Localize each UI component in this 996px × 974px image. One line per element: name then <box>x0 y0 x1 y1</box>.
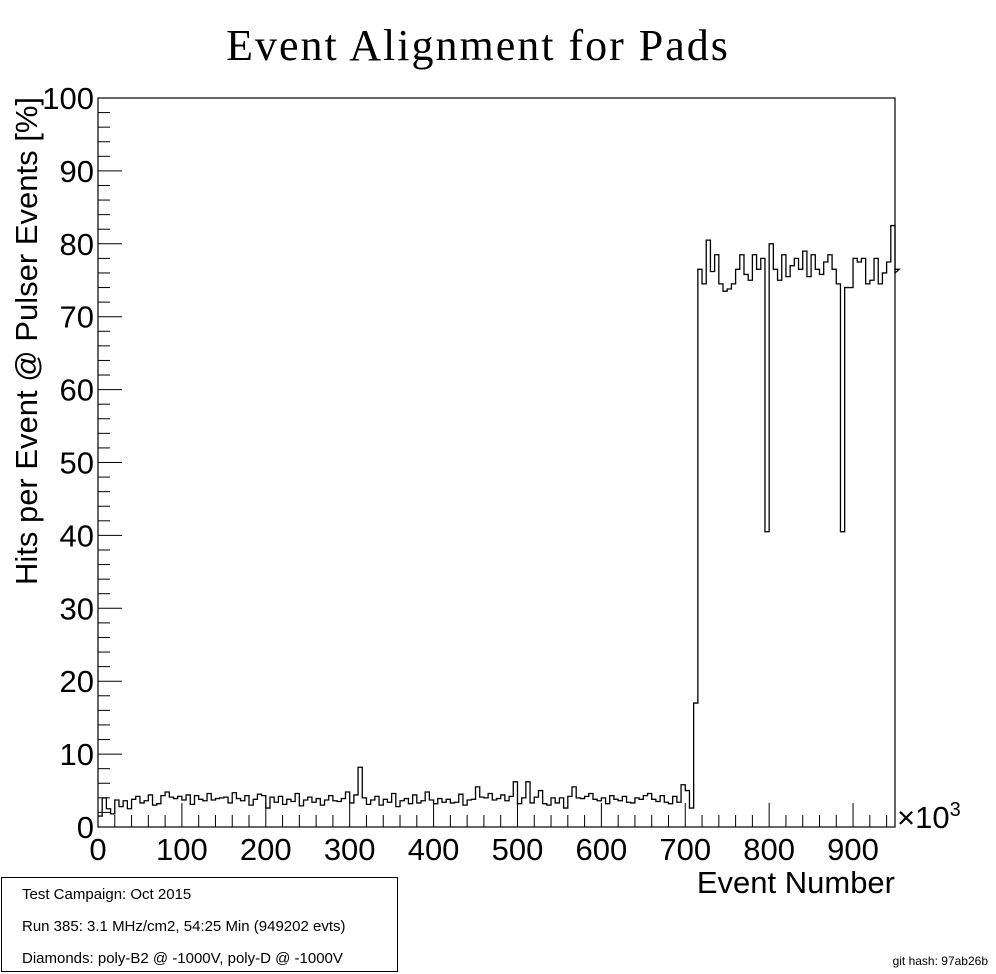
y-tick-label: 100 <box>42 81 94 116</box>
x-axis-title: Event Number <box>697 865 895 900</box>
y-tick-label: 50 <box>60 446 94 481</box>
y-tick-label: 80 <box>60 227 94 262</box>
histogram-line <box>98 224 901 817</box>
x-tick-label: 700 <box>659 832 711 867</box>
y-tick-label: 40 <box>60 518 94 553</box>
x-tick-label: 600 <box>576 832 628 867</box>
chart-title: Event Alignment for Pads <box>226 21 730 70</box>
x-tick-label: 800 <box>743 832 795 867</box>
x-tick-label: 200 <box>240 832 292 867</box>
info-campaign: Test Campaign: Oct 2015 <box>22 886 192 903</box>
x-tick-label: 0 <box>89 832 106 867</box>
x-exponent-base: ×10 <box>897 800 950 835</box>
run-info-box: Test Campaign: Oct 2015 Run 385: 3.1 MHz… <box>1 877 398 972</box>
y-tick-label: 30 <box>60 591 94 626</box>
axis-ticks <box>97 97 888 828</box>
x-axis-exponent: ×103 <box>897 799 961 835</box>
x-tick-label: 500 <box>492 832 544 867</box>
y-tick-label: 20 <box>60 664 94 699</box>
git-hash: git hash: 97ab26b <box>892 954 988 968</box>
x-tick-label: 300 <box>324 832 376 867</box>
y-tick-label: 70 <box>60 300 94 335</box>
plot-frame <box>97 97 896 828</box>
x-tick-label: 100 <box>156 832 208 867</box>
info-diamonds: Diamonds: poly-B2 @ -1000V, poly-D @ -10… <box>22 950 343 967</box>
info-run: Run 385: 3.1 MHz/cm2, 54:25 Min (949202 … <box>22 918 346 935</box>
x-tick-label: 400 <box>408 832 460 867</box>
x-exponent-power: 3 <box>950 799 961 821</box>
axis-tick-labels: 0 100 200 300 400 500 600 700 800 900 0 10 20 30 40 50 6… <box>42 81 879 867</box>
plot-border <box>97 97 896 828</box>
y-tick-label: 60 <box>60 373 94 408</box>
x-tick-label: 900 <box>827 832 879 867</box>
y-tick-label: 90 <box>60 154 94 189</box>
y-tick-label: 0 <box>77 810 94 845</box>
svg-text:×103: ×103 <box>897 799 961 835</box>
y-axis-title: Hits per Event @ Pulser Events [%] <box>9 97 44 585</box>
y-tick-label: 10 <box>60 737 94 772</box>
